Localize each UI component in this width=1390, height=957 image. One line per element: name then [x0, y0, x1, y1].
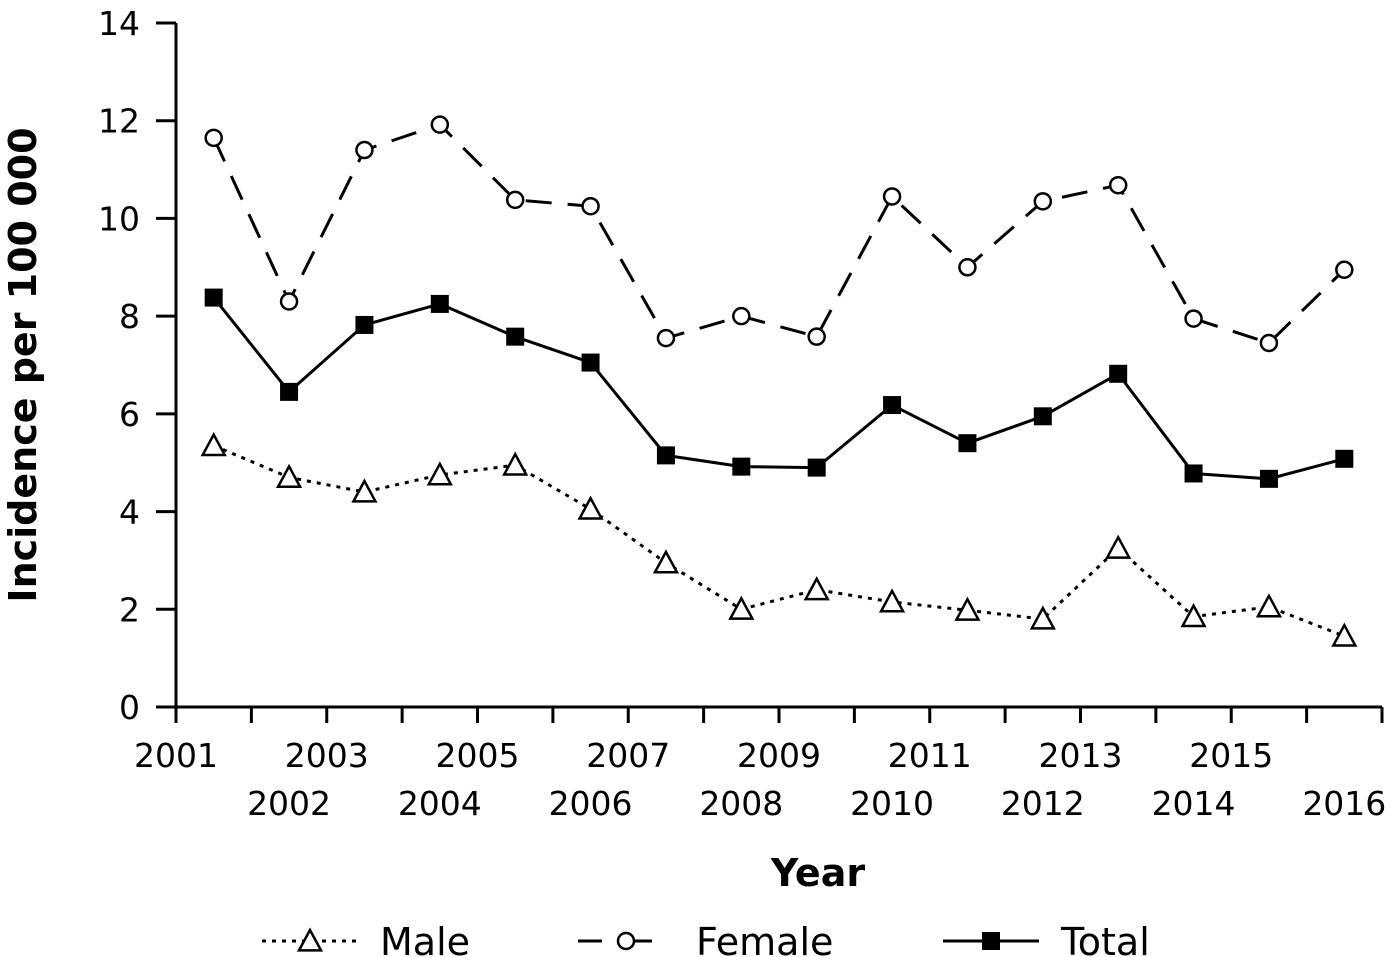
data-point-male	[1331, 622, 1358, 647]
data-point-female	[1108, 175, 1128, 195]
series-line-female	[212, 123, 1346, 345]
y-tick-label: 14	[98, 4, 140, 43]
x-tick-label: 2003	[285, 736, 369, 775]
data-point-female	[656, 328, 676, 348]
legend-item-female: Female	[578, 920, 833, 957]
x-tick-label: 2006	[549, 784, 633, 823]
x-tick-label: 2004	[398, 784, 482, 823]
legend: Male Female Total	[262, 920, 1150, 957]
data-point-female	[732, 306, 751, 326]
legend-item-total: Total	[943, 920, 1150, 957]
data-point-male	[728, 595, 755, 620]
legend-label-total: Total	[1060, 920, 1150, 957]
y-tick-label: 2	[119, 590, 140, 629]
legend-marker-male	[296, 927, 324, 952]
data-point-male	[426, 461, 453, 486]
y-tick-label: 0	[119, 688, 140, 727]
data-point-male	[1255, 593, 1283, 618]
data-point-total	[430, 294, 449, 313]
data-point-male	[351, 478, 378, 503]
data-point-total	[581, 353, 600, 372]
data-point-total	[1109, 364, 1128, 383]
data-point-total	[807, 458, 826, 477]
series-layer	[200, 115, 1358, 647]
data-point-male	[954, 596, 981, 621]
x-tick-label: 2009	[737, 736, 821, 775]
legend-label-female: Female	[696, 920, 833, 957]
data-point-total	[1184, 464, 1203, 483]
data-point-male	[1180, 602, 1207, 628]
legend-marker-female	[616, 931, 636, 951]
x-tick-label: 2005	[436, 736, 520, 775]
data-point-total	[732, 457, 751, 476]
x-tick-label: 2014	[1152, 784, 1236, 823]
x-tick-label: 2012	[1001, 784, 1085, 823]
x-tick-label: 2007	[586, 736, 670, 775]
x-axis-title: Year	[770, 851, 865, 895]
y-axis-title: Incidence per 100 000	[1, 127, 45, 602]
x-tick-label: 2010	[850, 784, 934, 823]
data-point-total	[204, 288, 223, 307]
data-point-total	[355, 315, 374, 334]
data-point-female	[1033, 192, 1053, 211]
y-tick-label: 4	[119, 493, 140, 532]
data-point-male	[577, 495, 604, 520]
series-line-total	[212, 296, 1345, 481]
legend-item-male: Male	[262, 920, 470, 957]
data-point-female	[1335, 260, 1354, 279]
data-point-female	[958, 258, 977, 277]
y-tick-label: 6	[119, 395, 140, 434]
data-point-total	[280, 382, 299, 401]
y-tick-label: 12	[98, 102, 140, 141]
x-tick-label: 2001	[134, 736, 218, 775]
y-tick-label: 10	[98, 199, 140, 238]
data-point-male	[878, 588, 906, 613]
data-point-male	[1105, 534, 1132, 559]
data-point-male	[502, 451, 529, 476]
data-point-female	[581, 196, 600, 216]
data-point-total	[656, 446, 675, 465]
data-point-female	[807, 327, 826, 346]
data-point-female	[279, 292, 299, 311]
data-point-total	[958, 434, 977, 453]
data-point-male	[275, 463, 303, 488]
x-tick-label: 2002	[247, 784, 331, 823]
series-total	[204, 288, 1354, 488]
series-line-male	[213, 444, 1345, 638]
data-point-total	[1259, 469, 1278, 488]
data-point-total	[506, 327, 525, 346]
legend-marker-total	[982, 932, 1000, 950]
x-tick-label: 2013	[1039, 736, 1123, 775]
x-tick-label: 2008	[699, 784, 783, 823]
legend-label-male: Male	[380, 920, 470, 957]
data-point-female	[355, 140, 374, 160]
data-point-male	[652, 549, 680, 574]
x-tick-label: 2016	[1302, 784, 1386, 823]
x-tick-label: 2015	[1189, 736, 1273, 775]
data-point-female	[204, 128, 223, 148]
series-male	[200, 431, 1358, 647]
data-point-female	[1259, 333, 1279, 353]
x-tick-label: 2011	[888, 736, 972, 775]
axes: 0 2 4 6 8 10 12 14 2001 2002 2003 2004 2005 2006 2007 2…	[98, 4, 1386, 823]
data-point-total	[1335, 449, 1354, 468]
data-point-total	[1033, 407, 1052, 426]
data-point-male	[803, 576, 830, 601]
data-point-female	[430, 115, 450, 134]
y-tick-label: 8	[119, 297, 140, 336]
data-point-female	[882, 187, 902, 206]
data-point-female	[505, 190, 525, 210]
data-point-total	[883, 396, 902, 415]
data-point-male	[1029, 605, 1056, 630]
data-point-male	[200, 431, 227, 457]
series-female	[204, 115, 1354, 353]
data-point-female	[1184, 309, 1203, 328]
